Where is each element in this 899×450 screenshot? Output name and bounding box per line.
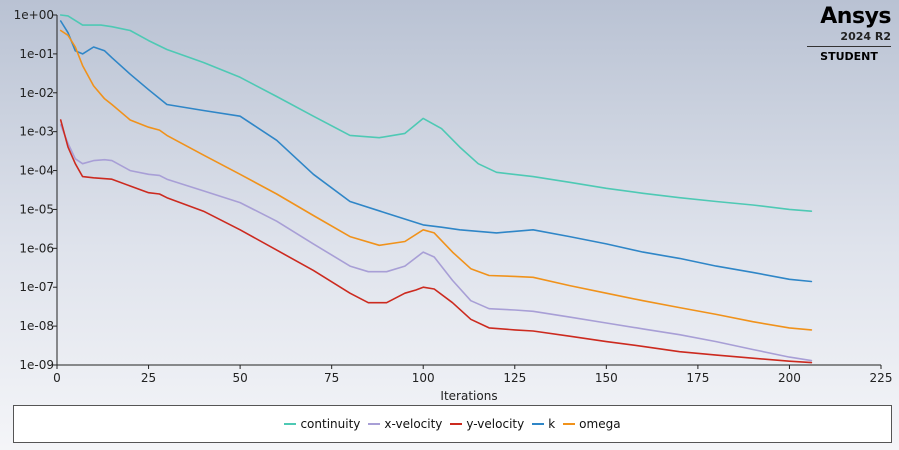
y-tick-label: 1e-04 xyxy=(19,164,54,178)
y-tick-label: 1e-06 xyxy=(19,241,54,255)
logo-version: 2024 R2 xyxy=(840,30,891,43)
residuals-chart: 1e+00 1e-01 1e-02 1e-03 1e-04 1e-05 1e-06 1e-07… xyxy=(14,8,893,403)
y-tick-label: 1e-01 xyxy=(19,47,54,61)
y-tick-label: 1e-02 xyxy=(19,86,54,100)
legend-label: continuity xyxy=(300,417,361,431)
x-tick-label: 0 xyxy=(53,371,61,385)
series-line-continuity xyxy=(59,14,813,212)
legend-item-k: k xyxy=(532,417,555,431)
y-tick-label: 1e-07 xyxy=(19,280,54,294)
x-tick-label: 200 xyxy=(778,371,801,385)
legend-item-continuity: continuity xyxy=(284,417,360,431)
x-axis-title: Iterations xyxy=(440,389,497,403)
x-tick-label: 225 xyxy=(870,371,893,385)
x-tick-label: 50 xyxy=(232,371,247,385)
legend-swatch xyxy=(532,423,545,425)
series-line-omega xyxy=(59,29,813,331)
x-tick-label: 150 xyxy=(595,371,618,385)
series-line-y-velocity xyxy=(59,119,813,364)
chart-legend: continuity x-velocity y-velocity k omega xyxy=(13,405,892,443)
legend-item-omega: omega xyxy=(563,417,621,431)
x-tick-label: 175 xyxy=(686,371,709,385)
series-line-k xyxy=(59,20,813,283)
legend-swatch xyxy=(284,423,297,425)
legend-swatch xyxy=(563,423,576,425)
x-tick-label: 25 xyxy=(141,371,156,385)
legend-swatch xyxy=(450,423,463,425)
y-tick-label: 1e-09 xyxy=(19,358,54,372)
logo-edition: STUDENT xyxy=(820,50,878,63)
series-line-x-velocity xyxy=(59,124,813,362)
x-tick-label: 75 xyxy=(324,371,339,385)
y-tick-label: 1e-05 xyxy=(19,202,54,216)
legend-label: omega xyxy=(579,417,621,431)
y-tick-label: 1e-03 xyxy=(19,125,54,139)
logo-name: Ansys xyxy=(820,4,891,29)
legend-label: k xyxy=(548,417,556,431)
x-tick-label: 125 xyxy=(503,371,526,385)
legend-item-x-velocity: x-velocity xyxy=(368,417,442,431)
ansys-logo: Ansys 2024 R2 STUDENT xyxy=(807,4,892,63)
x-tick-label: 100 xyxy=(412,371,435,385)
y-tick-label: 1e-08 xyxy=(19,319,54,333)
logo-divider xyxy=(807,46,891,47)
legend-swatch xyxy=(368,423,381,425)
y-tick-label: 1e+00 xyxy=(14,8,54,22)
legend-label: x-velocity xyxy=(384,417,443,431)
legend-item-y-velocity: y-velocity xyxy=(450,417,524,431)
legend-label: y-velocity xyxy=(466,417,525,431)
